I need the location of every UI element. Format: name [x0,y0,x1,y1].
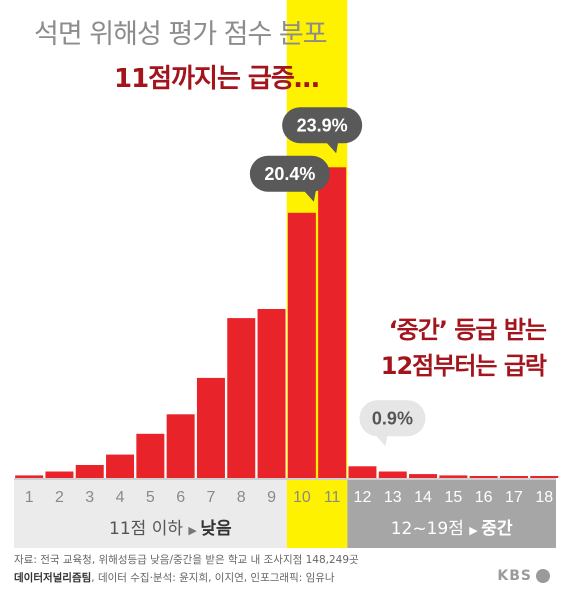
bar-18 [530,476,559,478]
kbs-logo-text: KBS [497,568,532,584]
tick-label-16: 16 [475,489,493,506]
credits: 데이터저널리즘팀, 데이터 수집·분석: 윤지희, 이지연, 인포그래픽: 임유… [14,570,335,585]
bar-17 [499,476,528,478]
tick-label-13: 13 [384,489,402,506]
tick-label-10: 10 [293,489,311,506]
bar-16 [469,476,498,478]
annotation-line-2: 12점부터는 급락 [380,352,547,380]
bar-9 [257,309,286,478]
chart-subtitle: 11점까지는 급증… [114,64,320,94]
bar-2 [45,471,74,478]
callout-11-text: 23.9% [297,115,348,135]
bar-4 [106,454,135,478]
credit-team: 데이터저널리즘팀 [14,572,92,584]
tick-label-5: 5 [146,489,155,506]
callout-10-bubble [249,155,330,192]
low-band-grade: 낮음 [200,519,232,539]
callout-11-bubble [282,107,363,144]
callout-10: 20.4% [249,155,330,202]
bar-5 [136,433,165,478]
low-band-range: 11점 이하 [109,519,188,539]
callout-12-tail [375,435,388,447]
tick-label-15: 15 [444,489,462,506]
bar-7 [196,377,225,478]
bar-14 [409,474,438,478]
tick-label-14: 14 [414,489,432,506]
low-band-label: 11점 이하 ▶ 낮음 [109,519,232,539]
annotation-line-1: ‘중간’ 등급 받는 [388,316,547,344]
tick-label-4: 4 [116,489,125,506]
callout-12-bubble [359,400,426,437]
callout-10-tail [303,190,316,202]
baseline [14,478,556,480]
tick-label-11: 11 [324,489,341,506]
mid-band-arrow-icon: ▶ [469,524,481,537]
bar-8 [227,318,256,478]
chart-title: 석면 위해성 평가 점수 분포 [34,19,328,50]
tick-label-17: 17 [505,489,523,506]
tick-label-1: 1 [25,489,34,506]
low-band-bg [14,480,287,548]
low-band-arrow-icon: ▶ [188,524,200,537]
tick-label-3: 3 [85,489,94,506]
mid-band-grade: 중간 [481,519,513,539]
bar-11 [318,167,347,479]
kbs-logo-mark-icon [536,569,550,583]
tick-label-7: 7 [206,489,215,506]
callout-11: 23.9% [282,107,363,154]
tick-label-2: 2 [55,489,64,506]
bar-10 [287,212,316,479]
callout-11-tail [326,142,339,154]
mid-band-bg [347,480,556,548]
callout-12: 0.9% [359,400,426,447]
tick-label-9: 9 [267,489,276,506]
callout-12-text: 0.9% [372,408,413,428]
bar-13 [378,471,407,478]
tick-label-6: 6 [176,489,185,506]
bar-12 [348,466,377,478]
credit-names: , 데이터 수집·분석: 윤지희, 이지연, 인포그래픽: 임유나 [91,572,335,584]
callout-10-text: 20.4% [264,164,315,184]
bar-15 [439,475,468,478]
source-note: 자료: 전국 교육청, 위해성등급 낮음/중간을 받은 학교 내 조사지점 14… [14,554,359,566]
bar-1 [15,475,44,478]
tick-label-18: 18 [535,489,553,506]
tick-label-12: 12 [354,489,372,506]
bar-3 [75,465,104,478]
tick-label-8: 8 [237,489,246,506]
mid-band-range: 12~19점 [391,519,470,539]
kbs-logo: KBS [497,568,550,584]
bar-6 [166,414,195,478]
mid-band-label: 12~19점 ▶ 중간 [391,519,513,539]
